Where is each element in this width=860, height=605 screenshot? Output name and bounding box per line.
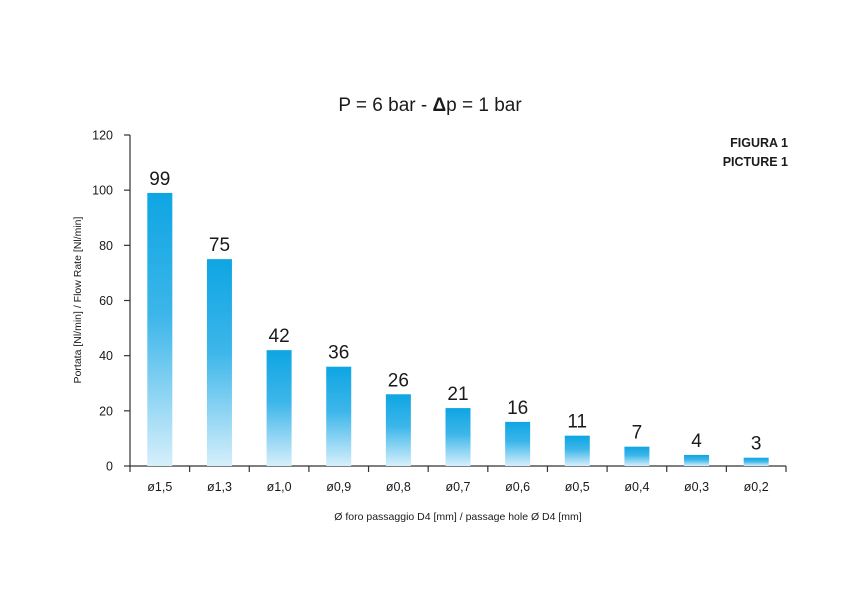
x-tick-label: ø1,5 bbox=[147, 480, 172, 494]
bar-value-label: 99 bbox=[149, 169, 170, 190]
bar bbox=[743, 457, 769, 466]
bar-value-label: 4 bbox=[691, 431, 702, 452]
y-axis-label: Portata [Nl/min] / Flow Rate [Nl/min] bbox=[72, 216, 84, 383]
y-axis: 0 20 40 60 80 100 120 bbox=[92, 129, 131, 474]
x-tick-label: ø0,7 bbox=[445, 480, 470, 494]
bar bbox=[385, 394, 411, 466]
x-tick-label: ø0,9 bbox=[326, 480, 351, 494]
x-axis: ø1,5 ø1,3 ø1,0 ø0,9 ø0,8 ø0,7 ø0,6 ø0,5 ø0,4 ø0,3… bbox=[129, 465, 787, 494]
bar-value-label: 3 bbox=[751, 434, 762, 455]
figure-label-en: PICTURE 1 bbox=[723, 155, 788, 169]
y-tick-label: 60 bbox=[99, 294, 113, 308]
bar-value-label: 26 bbox=[388, 370, 409, 391]
bar bbox=[326, 366, 352, 466]
chart-title-post: p = 1 bar bbox=[446, 95, 522, 116]
figure-label-it: FIGURA 1 bbox=[730, 136, 788, 150]
bar bbox=[445, 408, 471, 466]
bar-value-label: 11 bbox=[567, 412, 587, 433]
x-tick-label: ø1,0 bbox=[267, 480, 292, 494]
bar bbox=[266, 350, 292, 466]
y-tick-label: 40 bbox=[99, 349, 113, 363]
bar bbox=[505, 421, 531, 466]
bar bbox=[564, 435, 590, 466]
bar-series bbox=[147, 192, 769, 467]
y-tick-label: 100 bbox=[92, 184, 113, 198]
bar-value-label: 16 bbox=[507, 398, 528, 419]
x-tick-label: ø0,2 bbox=[744, 480, 769, 494]
bar bbox=[684, 454, 710, 466]
bar-value-label: 21 bbox=[447, 384, 468, 405]
x-axis-label: Ø foro passaggio D4 [mm] / passage hole … bbox=[334, 511, 582, 523]
bar-value-label: 36 bbox=[328, 343, 349, 364]
y-tick-label: 80 bbox=[99, 239, 113, 253]
bar bbox=[147, 192, 173, 467]
y-tick-label: 120 bbox=[92, 129, 113, 143]
chart-title-pre: P = 6 bar - bbox=[338, 95, 432, 116]
value-labels: 99 75 42 36 26 21 16 11 7 4 3 bbox=[149, 169, 761, 455]
x-tick-label: ø0,3 bbox=[684, 480, 709, 494]
bar-value-label: 75 bbox=[209, 235, 230, 256]
x-tick-label: ø0,8 bbox=[386, 480, 411, 494]
bar-value-label: 7 bbox=[632, 423, 643, 444]
x-tick-label: ø0,4 bbox=[624, 480, 649, 494]
x-tick-label: ø1,3 bbox=[207, 480, 232, 494]
x-tick-label: ø0,6 bbox=[505, 480, 530, 494]
chart-title: P = 6 bar - Δp = 1 bar bbox=[338, 95, 522, 116]
x-tick-label: ø0,5 bbox=[565, 480, 590, 494]
bar-value-label: 42 bbox=[269, 326, 290, 347]
chart-title-delta: Δ bbox=[433, 95, 447, 116]
y-tick-label: 20 bbox=[99, 404, 113, 418]
bar bbox=[624, 446, 650, 466]
bar bbox=[206, 259, 232, 466]
y-tick-label: 0 bbox=[106, 460, 113, 474]
